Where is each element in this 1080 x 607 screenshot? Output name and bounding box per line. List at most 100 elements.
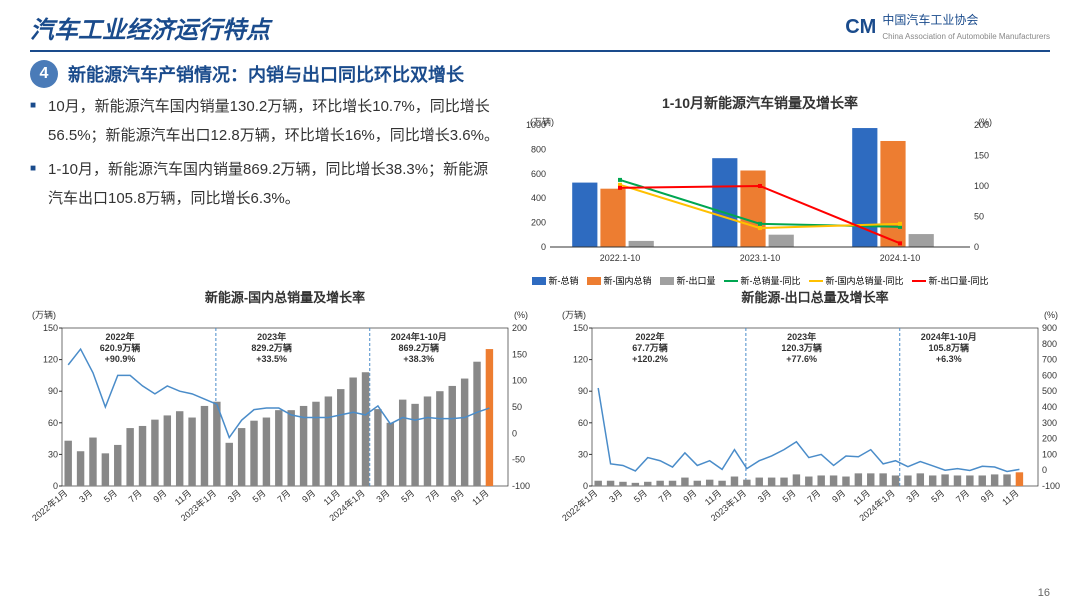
svg-text:-50: -50 <box>512 455 525 465</box>
section-heading: 4 新能源汽车产销情况：内销与出口同比环比双增长 <box>0 60 1080 88</box>
page-number: 16 <box>1038 587 1050 599</box>
svg-text:50: 50 <box>974 212 984 222</box>
svg-text:3月: 3月 <box>77 488 94 505</box>
svg-text:+33.5%: +33.5% <box>256 354 287 364</box>
svg-text:200: 200 <box>531 218 546 228</box>
svg-text:0: 0 <box>53 481 58 491</box>
svg-text:2024年1-10月: 2024年1-10月 <box>391 331 447 342</box>
svg-text:11月: 11月 <box>173 488 193 507</box>
svg-text:100: 100 <box>512 376 527 386</box>
svg-text:(万辆): (万辆) <box>32 309 56 320</box>
svg-text:7月: 7月 <box>657 488 674 505</box>
svg-text:(%): (%) <box>1044 310 1058 320</box>
svg-text:3月: 3月 <box>607 488 624 505</box>
svg-text:7月: 7月 <box>275 488 292 505</box>
svg-text:200: 200 <box>512 323 527 333</box>
bottom-right-chart: 新能源-出口总量及增长率 0306090120150(万辆)-100010020… <box>560 287 1070 526</box>
svg-text:(%): (%) <box>514 310 528 320</box>
svg-text:105.8万辆: 105.8万辆 <box>929 342 970 353</box>
svg-text:2023年: 2023年 <box>257 331 286 342</box>
svg-text:600: 600 <box>1042 370 1057 380</box>
svg-text:+120.2%: +120.2% <box>632 354 668 364</box>
svg-text:869.2万辆: 869.2万辆 <box>399 342 440 353</box>
header: 汽车工业经济运行特点 CM 中国汽车工业协会 China Association… <box>0 0 1080 50</box>
bullet-1: 10月，新能源汽车国内销量130.2万辆，环比增长10.7%，同比增长56.5%… <box>30 93 500 150</box>
svg-text:9月: 9月 <box>979 488 996 505</box>
svg-text:5月: 5月 <box>929 488 946 505</box>
svg-text:829.2万辆: 829.2万辆 <box>251 342 292 353</box>
svg-text:-100: -100 <box>512 481 530 491</box>
svg-text:400: 400 <box>531 193 546 203</box>
svg-text:3月: 3月 <box>374 488 391 505</box>
svg-text:(万辆): (万辆) <box>530 117 554 127</box>
svg-text:5月: 5月 <box>632 488 649 505</box>
svg-text:50: 50 <box>512 402 522 412</box>
svg-text:7月: 7月 <box>805 488 822 505</box>
svg-text:11月: 11月 <box>322 488 342 507</box>
svg-text:(%): (%) <box>978 117 992 127</box>
svg-text:90: 90 <box>48 386 58 396</box>
svg-text:120: 120 <box>573 355 588 365</box>
svg-text:2023.1-10: 2023.1-10 <box>740 253 781 263</box>
svg-text:800: 800 <box>1042 339 1057 349</box>
section-title: 新能源汽车产销情况：内销与出口同比环比双增长 <box>68 61 464 87</box>
svg-text:7月: 7月 <box>424 488 441 505</box>
top-chart-svg: 02004006008001000(万辆)050100150200(%)2022… <box>510 117 1010 267</box>
br-title: 新能源-出口总量及增长率 <box>560 287 1070 306</box>
svg-text:+90.9%: +90.9% <box>105 354 136 364</box>
svg-text:200: 200 <box>1042 434 1057 444</box>
svg-text:5月: 5月 <box>251 488 268 505</box>
svg-text:7月: 7月 <box>127 488 144 505</box>
svg-text:+38.3%: +38.3% <box>403 354 434 364</box>
svg-text:2022年: 2022年 <box>105 331 134 342</box>
svg-text:0: 0 <box>974 242 979 252</box>
svg-text:11月: 11月 <box>852 488 872 507</box>
svg-text:400: 400 <box>1042 402 1057 412</box>
top-chart-legend: 新-总销新-国内总销新-出口量新-总销量-同比新-国内总销量-同比新-出口量-同… <box>510 274 1010 287</box>
svg-text:620.9万辆: 620.9万辆 <box>100 342 141 353</box>
bottom-left-chart: 新能源-国内总销量及增长率 0306090120150(万辆)-100-5005… <box>30 287 540 526</box>
svg-text:500: 500 <box>1042 386 1057 396</box>
svg-text:9月: 9月 <box>449 488 466 505</box>
svg-text:3月: 3月 <box>226 488 243 505</box>
svg-text:0: 0 <box>512 428 517 438</box>
svg-text:2024.1-10: 2024.1-10 <box>880 253 921 263</box>
svg-text:150: 150 <box>573 323 588 333</box>
svg-text:0: 0 <box>583 481 588 491</box>
svg-text:11月: 11月 <box>470 488 490 507</box>
svg-text:+77.6%: +77.6% <box>786 354 817 364</box>
section-badge: 4 <box>30 60 58 88</box>
svg-text:120: 120 <box>43 355 58 365</box>
svg-text:2023年: 2023年 <box>787 331 816 342</box>
svg-text:3月: 3月 <box>904 488 921 505</box>
svg-text:60: 60 <box>48 418 58 428</box>
svg-text:120.3万辆: 120.3万辆 <box>781 342 822 353</box>
svg-text:2022年1月: 2022年1月 <box>30 487 69 521</box>
svg-text:600: 600 <box>531 169 546 179</box>
svg-text:900: 900 <box>1042 323 1057 333</box>
svg-text:5月: 5月 <box>781 488 798 505</box>
logo-icon: CM <box>845 16 876 39</box>
bl-chart-svg: 0306090120150(万辆)-100-50050100150200(%)2… <box>30 306 540 521</box>
bullet-2: 1-10月，新能源汽车国内销量869.2万辆，同比增长38.3%；新能源汽车出口… <box>30 156 500 213</box>
svg-text:60: 60 <box>578 418 588 428</box>
logo-text: 中国汽车工业协会 China Association of Automobile… <box>882 13 1050 42</box>
svg-text:0: 0 <box>1042 465 1047 475</box>
svg-text:11月: 11月 <box>1000 488 1020 507</box>
svg-text:100: 100 <box>974 181 989 191</box>
svg-text:30: 30 <box>578 449 588 459</box>
svg-text:5月: 5月 <box>399 488 416 505</box>
org-logo: CM 中国汽车工业协会 China Association of Automob… <box>845 13 1050 42</box>
svg-text:5月: 5月 <box>102 488 119 505</box>
svg-text:67.7万辆: 67.7万辆 <box>632 342 668 353</box>
br-chart-svg: 0306090120150(万辆)-1000100200300400500600… <box>560 306 1070 521</box>
page-title: 汽车工业经济运行特点 <box>30 10 270 45</box>
svg-text:2022.1-10: 2022.1-10 <box>600 253 641 263</box>
svg-text:11月: 11月 <box>703 488 723 507</box>
top-chart-title: 1-10月新能源汽车销量及增长率 <box>510 93 1010 113</box>
header-divider <box>30 50 1050 52</box>
svg-text:700: 700 <box>1042 355 1057 365</box>
svg-text:150: 150 <box>512 349 527 359</box>
bullets: 10月，新能源汽车国内销量130.2万辆，环比增长10.7%，同比增长56.5%… <box>30 93 500 213</box>
svg-text:2022年: 2022年 <box>635 331 664 342</box>
